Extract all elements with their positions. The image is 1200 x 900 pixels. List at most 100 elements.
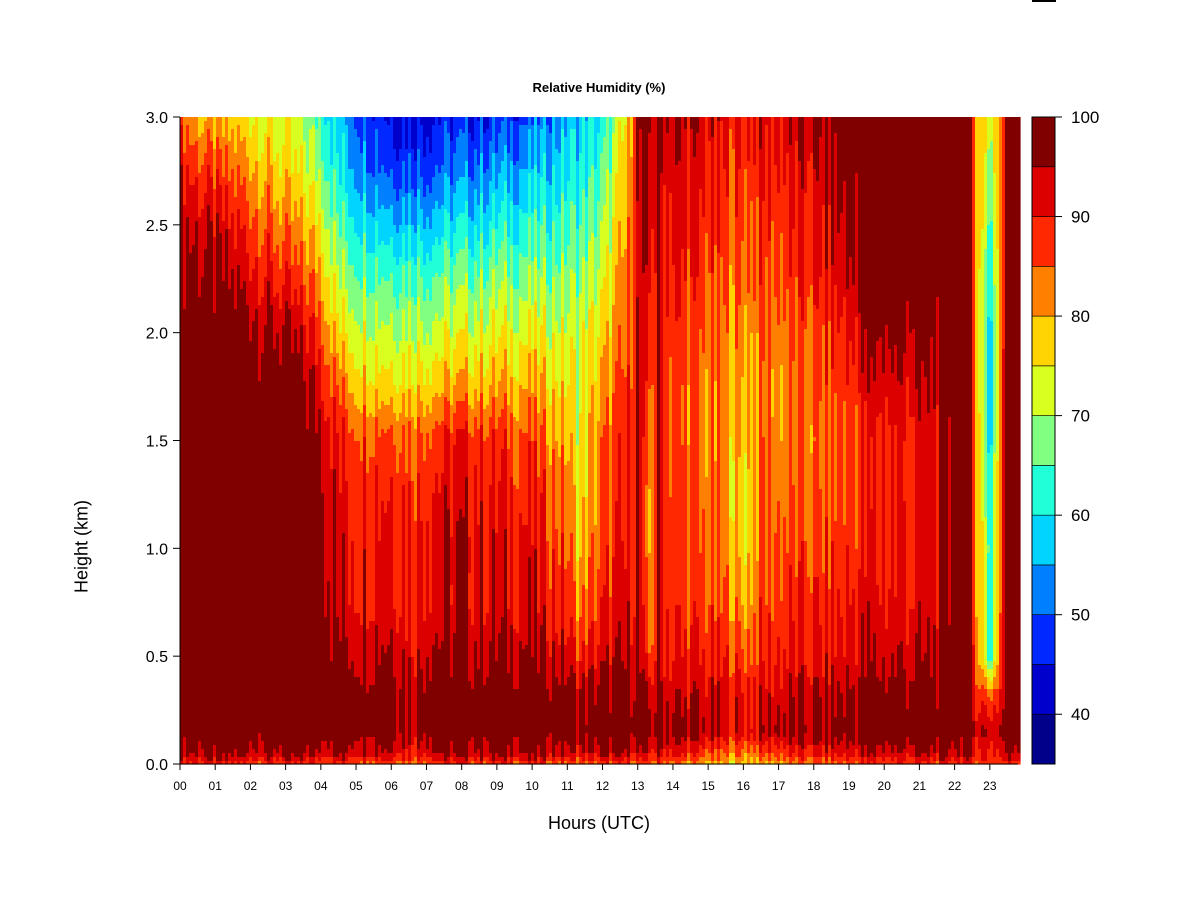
heatmap-cell xyxy=(804,733,808,750)
heatmap-cell xyxy=(390,117,394,170)
heatmap-cell xyxy=(912,681,916,746)
heatmap-cell xyxy=(774,117,778,166)
heatmap-cell xyxy=(261,197,265,246)
heatmap-cell xyxy=(561,629,565,758)
heatmap-cell xyxy=(978,413,982,666)
heatmap-cell xyxy=(441,473,445,642)
heatmap-cell xyxy=(828,757,832,765)
heatmap-cell xyxy=(585,117,589,122)
heatmap-cell xyxy=(786,289,790,554)
heatmap-cell xyxy=(585,733,589,754)
heatmap-cell xyxy=(354,757,358,765)
heatmap-cell xyxy=(282,757,286,762)
heatmap-cell xyxy=(975,737,979,762)
heatmap-cell xyxy=(417,761,421,765)
heatmap-cell xyxy=(876,677,880,746)
heatmap-cell xyxy=(606,169,610,246)
heatmap-cell xyxy=(480,501,484,762)
heatmap-cell xyxy=(726,745,730,758)
heatmap-cell xyxy=(834,393,838,522)
heatmap-cell xyxy=(543,153,547,206)
heatmap-cell xyxy=(543,469,547,606)
heatmap-cell xyxy=(402,265,406,310)
heatmap-cell xyxy=(432,753,436,762)
heatmap-cell xyxy=(540,325,544,374)
heatmap-cell xyxy=(621,257,625,370)
heatmap-cell xyxy=(831,761,835,765)
heatmap-cell xyxy=(498,633,502,758)
heatmap-cell xyxy=(180,125,184,166)
heatmap-cell xyxy=(408,193,412,226)
heatmap-cell xyxy=(591,621,595,666)
heatmap-cell xyxy=(858,677,862,746)
heatmap-cell xyxy=(396,353,400,394)
heatmap-cell xyxy=(693,741,697,758)
heatmap-cell xyxy=(645,265,649,382)
heatmap-cell xyxy=(741,605,745,650)
heatmap-cell xyxy=(393,341,397,386)
heatmap-cell xyxy=(240,185,244,230)
heatmap-cell xyxy=(294,329,298,758)
heatmap-cell xyxy=(342,417,346,534)
heatmap-cell xyxy=(453,233,457,266)
heatmap-cell xyxy=(276,201,280,246)
heatmap-cell xyxy=(387,753,391,762)
heatmap-cell xyxy=(207,165,211,206)
heatmap-cell xyxy=(729,265,733,438)
heatmap-cell xyxy=(573,273,577,350)
heatmap-cell xyxy=(714,245,718,382)
heatmap-cell xyxy=(498,761,502,765)
heatmap-cell xyxy=(417,649,421,750)
heatmap-cell xyxy=(327,121,331,182)
heatmap-cell xyxy=(492,193,496,230)
heatmap-cell xyxy=(741,737,745,750)
heatmap-cell xyxy=(285,301,289,762)
heatmap-cell xyxy=(438,397,442,426)
heatmap-cell xyxy=(531,753,535,762)
heatmap-cell xyxy=(993,285,997,454)
heatmap-cell xyxy=(795,745,799,758)
heatmap-cell xyxy=(324,741,328,758)
heatmap-cell xyxy=(384,433,388,514)
heatmap-cell xyxy=(228,141,232,182)
heatmap-cell xyxy=(549,241,553,294)
heatmap-cell xyxy=(864,745,868,758)
heatmap-cell xyxy=(564,201,568,266)
heatmap-cell xyxy=(702,117,706,218)
heatmap-cell xyxy=(564,137,568,202)
heatmap-cell xyxy=(741,377,745,606)
heatmap-cell xyxy=(438,761,442,765)
heatmap-cell xyxy=(504,429,508,530)
heatmap-cell xyxy=(408,481,412,658)
x-tick-label: 11 xyxy=(561,779,574,793)
heatmap-cell xyxy=(522,753,526,762)
heatmap-cell xyxy=(360,117,364,154)
heatmap-cell xyxy=(450,537,454,586)
heatmap-cell xyxy=(648,753,652,765)
heatmap-cell xyxy=(666,117,670,134)
heatmap-cell xyxy=(222,137,226,178)
heatmap-cell xyxy=(705,697,709,738)
heatmap-cell xyxy=(495,189,499,230)
heatmap-cell xyxy=(702,733,706,750)
heatmap-cell xyxy=(699,553,703,666)
heatmap-cell xyxy=(960,737,964,758)
heatmap-cell xyxy=(240,757,244,762)
heatmap-cell xyxy=(582,497,586,586)
heatmap-cell xyxy=(978,665,982,690)
heatmap-cell xyxy=(876,117,880,342)
heatmap-cell xyxy=(375,417,379,466)
heatmap-cell xyxy=(252,761,256,765)
heatmap-cell xyxy=(723,117,727,170)
heatmap-cell xyxy=(255,257,259,310)
heatmap-cell xyxy=(516,761,520,765)
heatmap-cell xyxy=(345,761,349,765)
heatmap-cell xyxy=(990,661,994,670)
heatmap-cell xyxy=(777,737,781,750)
heatmap-cell xyxy=(540,225,544,278)
heatmap-cell xyxy=(411,745,415,762)
heatmap-cell xyxy=(231,129,235,170)
heatmap-cell xyxy=(543,357,547,410)
heatmap-cell xyxy=(525,525,529,646)
heatmap-cell xyxy=(417,297,421,342)
